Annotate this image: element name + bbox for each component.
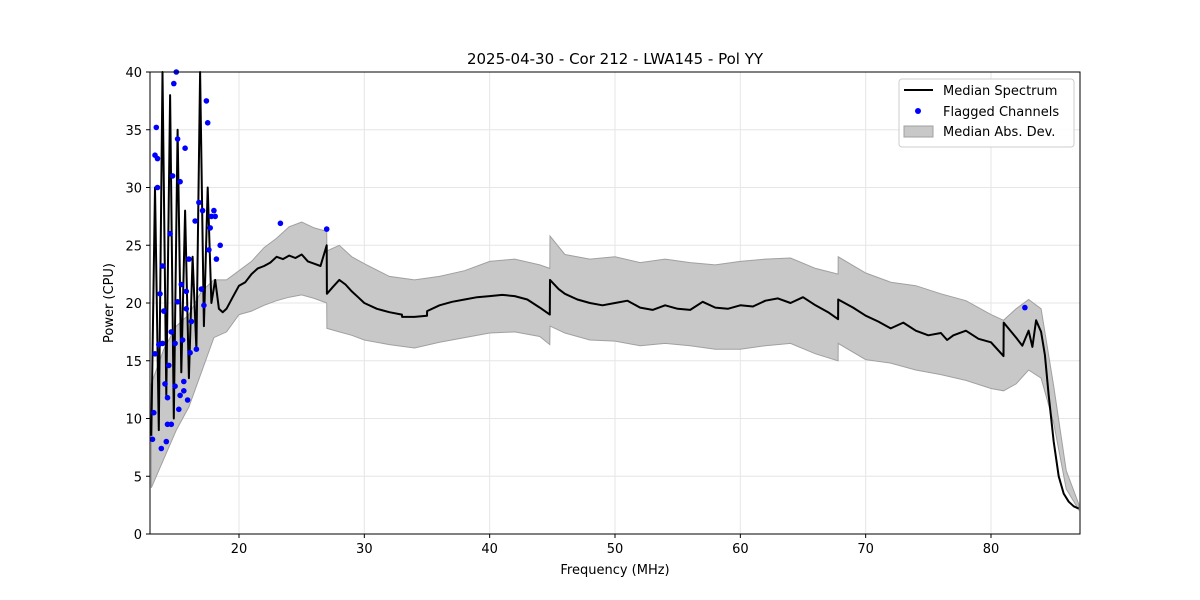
- legend-label-mad: Median Abs. Dev.: [943, 125, 1055, 140]
- x-axis-label: Frequency (MHz): [560, 563, 669, 578]
- y-tick-label: 5: [134, 470, 142, 485]
- flagged-channel-point: [176, 406, 182, 413]
- flagged-channel-point: [198, 286, 205, 292]
- y-axis-ticks: 0 5 10 15 20 25 30 35 40: [125, 66, 150, 543]
- flagged-channel-point: [183, 306, 190, 312]
- flagged-channel-point: [182, 145, 188, 151]
- y-tick-label: 30: [125, 182, 142, 197]
- legend-patch-swatch: [903, 125, 934, 138]
- flagged-channel-point: [177, 392, 183, 399]
- flagged-channel-point: [167, 230, 173, 237]
- legend-box: [898, 78, 1075, 148]
- flagged-channel-point: [174, 136, 181, 142]
- flagged-channel-point: [159, 263, 166, 269]
- flagged-channel-point: [211, 207, 217, 214]
- flagged-channel-point: [161, 308, 167, 314]
- flagged-channel-point: [151, 409, 157, 416]
- flagged-channel-point: [174, 299, 181, 305]
- legend-marker-swatch: [915, 108, 921, 114]
- median-spectrum-line: [150, 71, 1080, 510]
- x-tick-label: 80: [983, 542, 1000, 557]
- flagged-channel-point: [154, 184, 161, 191]
- flagged-channel-point: [181, 378, 187, 385]
- x-axis-ticks: 20 30 40 50 60 70 80: [231, 534, 1000, 557]
- flagged-channel-point: [181, 388, 187, 394]
- x-tick-label: 40: [481, 542, 498, 557]
- flagged-channel-point: [213, 256, 220, 262]
- flagged-channel-point: [1022, 304, 1028, 311]
- flagged-channel-point: [168, 329, 175, 335]
- flagged-channel-point: [178, 281, 185, 288]
- flagged-channel-point: [277, 220, 284, 227]
- flagged-channel-point: [201, 302, 207, 309]
- flagged-channel-point: [172, 383, 178, 390]
- y-tick-label: 10: [125, 413, 142, 428]
- flagged-channel-point: [199, 207, 206, 214]
- flagged-channel-point: [157, 291, 163, 297]
- flagged-channel-point: [177, 178, 183, 185]
- y-tick-label: 15: [125, 355, 142, 370]
- flagged-channel-point: [153, 124, 160, 131]
- flagged-channel-point: [171, 80, 177, 87]
- y-tick-label: 35: [125, 124, 142, 139]
- legend-label-median: Median Spectrum: [943, 84, 1057, 99]
- flagged-channel-point: [162, 381, 168, 387]
- flagged-channel-point: [188, 318, 195, 325]
- x-tick-label: 50: [607, 542, 624, 557]
- flagged-channel-point: [186, 256, 192, 262]
- x-tick-label: 30: [356, 542, 373, 557]
- flagged-channel-point: [323, 226, 330, 232]
- flagged-channel-point: [152, 152, 158, 158]
- flagged-channel-point: [158, 445, 165, 452]
- flagged-channel-point: [172, 340, 178, 347]
- chart-title: 2025-04-30 - Cor 212 - LWA145 - Pol YY: [467, 50, 764, 68]
- mad-band: [150, 221, 1080, 512]
- flagged-channel-point: [149, 436, 156, 443]
- flagged-channel-point: [152, 351, 158, 357]
- flagged-channel-point: [196, 199, 202, 206]
- flagged-channel-point: [164, 394, 171, 401]
- flagged-channel-point: [212, 213, 218, 220]
- flagged-channel-point: [193, 346, 200, 353]
- flagged-channel-point: [183, 288, 190, 295]
- flagged-channel-point: [217, 242, 223, 249]
- y-tick-label: 0: [134, 528, 142, 543]
- x-tick-label: 60: [732, 542, 749, 557]
- flagged-channel-point: [169, 173, 176, 179]
- flagged-channel-point: [204, 120, 211, 126]
- flagged-points: [149, 69, 1028, 452]
- flagged-channel-point: [187, 349, 193, 356]
- x-tick-label: 70: [857, 542, 874, 557]
- flagged-channel-point: [203, 98, 210, 104]
- y-tick-label: 40: [125, 66, 142, 81]
- flagged-channel-point: [164, 421, 171, 428]
- flagged-channel-point: [163, 438, 170, 445]
- legend-label-flagged: Flagged Channels: [943, 105, 1059, 120]
- flagged-channel-point: [192, 218, 198, 224]
- flagged-channel-point: [184, 397, 191, 403]
- y-tick-label: 25: [125, 239, 142, 254]
- flagged-channel-point: [179, 337, 186, 343]
- flagged-channel-point: [159, 340, 166, 347]
- y-axis-label: Power (CPU): [102, 263, 117, 343]
- flagged-channel-point: [207, 225, 213, 231]
- median-line: [150, 71, 1080, 510]
- flagged-channel-point: [166, 362, 172, 369]
- mad-band-area: [150, 221, 1080, 512]
- flagged-channel-point: [206, 247, 212, 253]
- x-tick-label: 20: [231, 542, 248, 557]
- y-tick-label: 20: [125, 297, 142, 312]
- legend: Median Spectrum Flagged Channels Median …: [898, 78, 1075, 148]
